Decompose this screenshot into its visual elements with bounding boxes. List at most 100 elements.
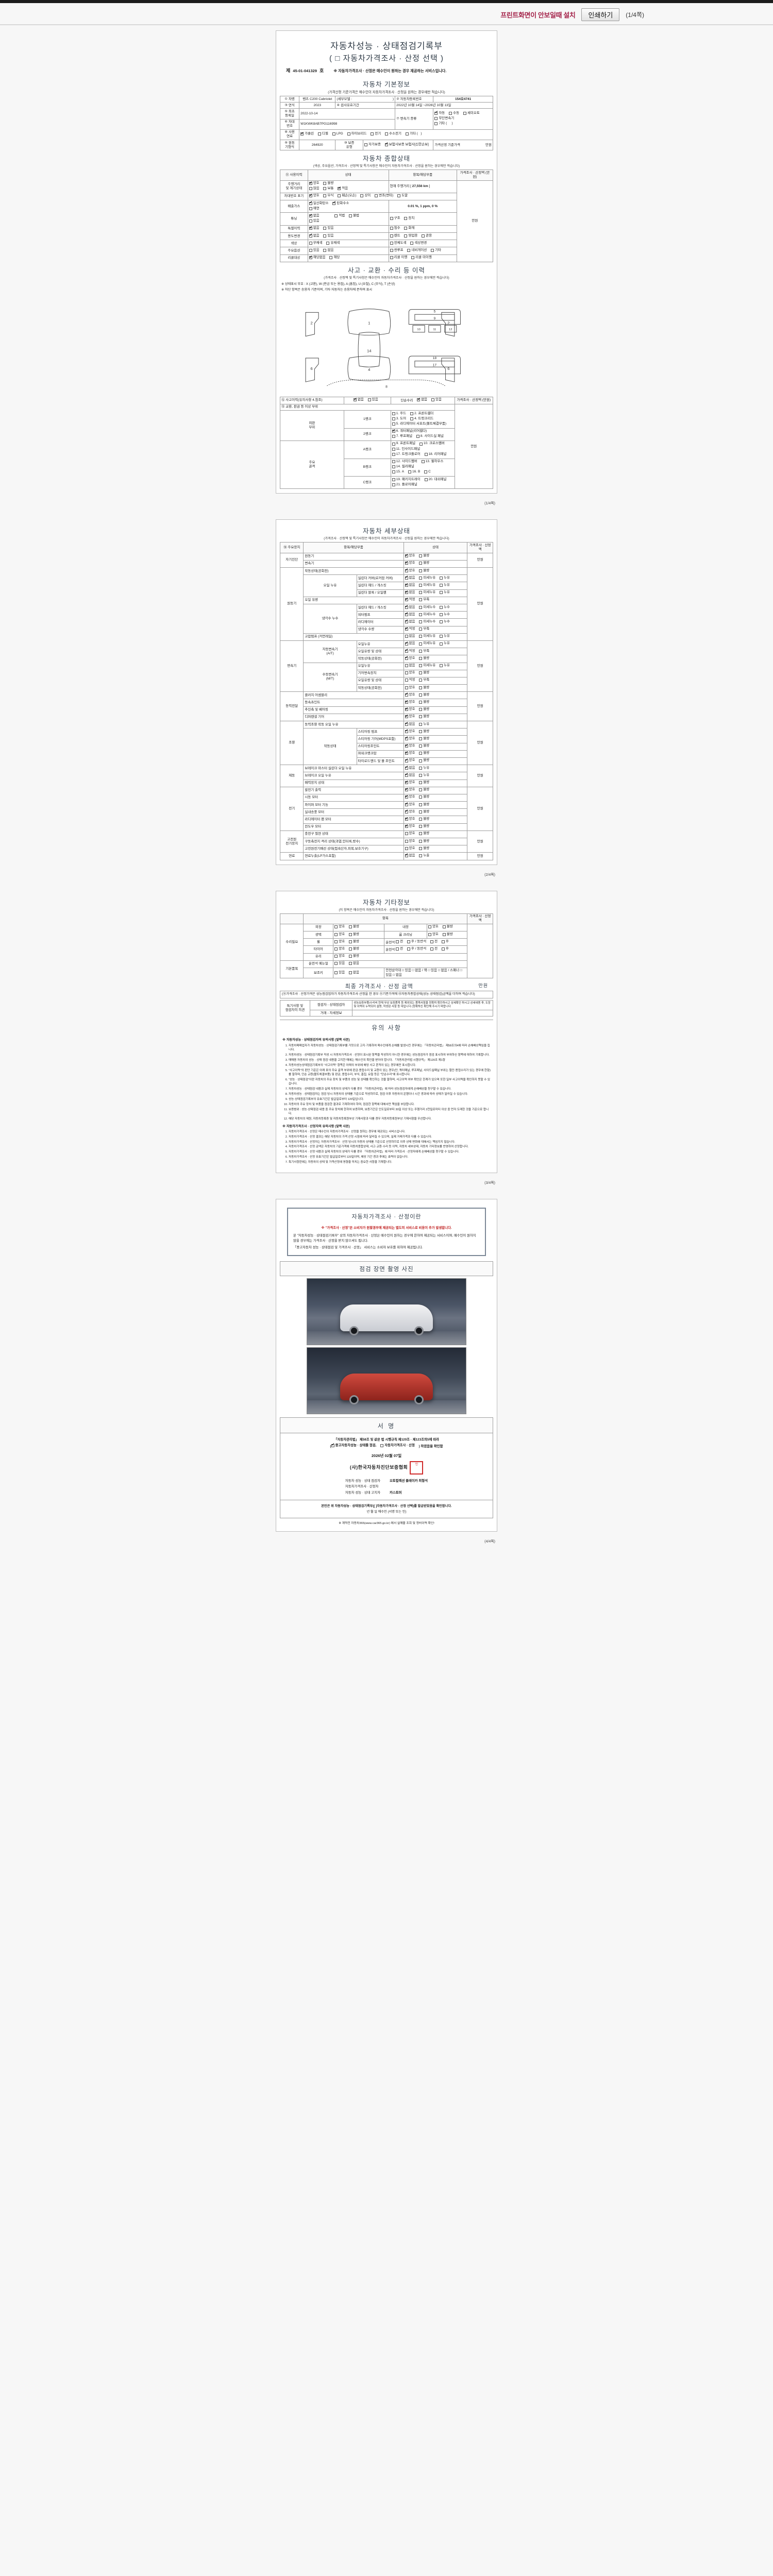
cb-propshaft-good[interactable]: 양호 (405, 707, 415, 711)
cb-cylhead-leak[interactable]: 누유 (440, 583, 450, 587)
cb-cylcover-leak[interactable]: 누유 (440, 576, 450, 580)
cb-transmission-other[interactable]: 기타 ( ) (434, 122, 453, 126)
cb-powercrank-bad[interactable]: 불량 (419, 751, 429, 755)
cb-wheel-pa-front[interactable]: 전 (430, 940, 438, 944)
cb-vin-altered[interactable]: 변조(변타) (375, 194, 393, 198)
cb-cylblock-none[interactable]: 없음 (405, 590, 415, 595)
cb-tierod-bad[interactable]: 불량 (419, 758, 429, 762)
cb-fuel-electric[interactable]: 전기 (371, 132, 381, 136)
cb-room-bad[interactable]: 불량 (442, 933, 453, 937)
cb-at-leak-none[interactable]: 없음 (405, 641, 415, 646)
cb-coolanthead-minor[interactable]: 미세누수 (419, 605, 435, 609)
cb-special-none[interactable]: 없음 (309, 226, 320, 230)
cb-hvbattery-good[interactable]: 양호 (405, 839, 415, 843)
cb-booster-bad[interactable]: 불량 (419, 781, 429, 785)
cb-wheel-pa-rear[interactable]: 후 (441, 940, 449, 944)
cb-part-floorpanel[interactable]: 21. 플로어패널 (392, 483, 417, 487)
cb-at-leak-minor[interactable]: 미세누유 (419, 641, 435, 646)
cb-part-pillar-c[interactable]: C (424, 470, 431, 474)
cb-recall-yes[interactable]: 해당 (329, 256, 340, 260)
cb-color-achromatic[interactable]: 무채색 (309, 241, 323, 245)
cb-oilqty-low[interactable]: 부족 (419, 598, 429, 602)
cb-waterpump-leak[interactable]: 누수 (440, 613, 450, 617)
cb-mt-leak-minor[interactable]: 미세누유 (419, 664, 435, 668)
cb-starter-bad[interactable]: 불량 (419, 795, 429, 799)
cb-part-crossmember[interactable]: 10. 크로스멤버 (419, 442, 445, 446)
cb-part-frontpanel[interactable]: 9. 프론트패널 (392, 442, 415, 446)
cb-accident-yes[interactable]: 있음 (367, 398, 378, 402)
cb-part-rearpanel[interactable]: 18. 리어패널 (424, 452, 446, 456)
cb-coolantqty-low[interactable]: 부족 (419, 627, 429, 631)
cb-brakemaster-leak[interactable]: 누유 (419, 766, 429, 770)
cb-radiator-none[interactable]: 없음 (405, 619, 415, 624)
cb-sd-engine-good[interactable]: 양호 (405, 553, 415, 558)
cb-brakeoil-none[interactable]: 없음 (405, 772, 415, 777)
cb-blower-good[interactable]: 양호 (405, 809, 415, 814)
cb-part-radiatorsupport[interactable]: 5. 라디에이터 서포트(볼트체결부품) (392, 422, 446, 426)
cb-fuel-diesel[interactable]: 디젤 (317, 132, 328, 136)
cb-wiper-good[interactable]: 양호 (405, 802, 415, 807)
cb-tuning-device[interactable]: 장치 (404, 216, 414, 221)
cb-fuel-other[interactable]: 기타 ( ) (405, 132, 422, 136)
cb-vin-damage[interactable]: 훼손(오손) (338, 194, 357, 198)
cb-mileage-good[interactable]: 양호 (309, 181, 320, 185)
cb-at-qty-ok[interactable]: 적정 (405, 648, 415, 653)
cb-cylcover-minor[interactable]: 미세누유 (419, 576, 435, 580)
cb-mt-gear-bad[interactable]: 불량 (419, 671, 429, 675)
cb-glass-bad[interactable]: 불량 (349, 954, 359, 958)
cb-waterpump-minor[interactable]: 미세누수 (419, 613, 435, 617)
cb-warranty-self[interactable]: 자가보증 (364, 143, 381, 147)
cb-cvjoint-bad[interactable]: 불량 (419, 700, 429, 704)
cb-tire-good[interactable]: 양호 (334, 947, 345, 951)
cb-color-chromatic[interactable]: 유채색 (326, 241, 340, 245)
cb-cylblock-leak[interactable]: 누유 (440, 590, 450, 595)
cb-tire-pa-front[interactable]: 전 (430, 947, 438, 951)
cb-cylcover-none[interactable]: 없음 (405, 575, 415, 580)
cb-tuning-yes[interactable]: 있음 (309, 219, 320, 223)
cb-alternator-good[interactable]: 양호 (405, 787, 415, 792)
cb-mileage-bad[interactable]: 불량 (323, 181, 333, 185)
cb-cylhead-minor[interactable]: 미세누유 (419, 583, 435, 587)
cb-sign-performance[interactable]: 중고자동차성능 · 상태를 점검, (331, 1443, 376, 1449)
cb-fuelleak-none[interactable]: 없음 (405, 853, 415, 858)
cb-wheel-dr-rear[interactable]: 후 / 동반석 (407, 940, 426, 944)
cb-emission-co[interactable]: 일산화탄소 (309, 200, 329, 206)
cb-part-trunklid[interactable]: 4. 트렁크리드 (410, 417, 433, 421)
cb-part-frontfender[interactable]: 2. 프론트휀더 (410, 412, 433, 416)
cb-sign-pricesurvey[interactable]: 자동차가격조사 · 산정 (380, 1443, 415, 1449)
cb-use-government[interactable]: 관용 (422, 234, 432, 238)
cb-tire-bad[interactable]: 불량 (349, 947, 359, 951)
cb-fuel-hybrid[interactable]: 하이브리드 (347, 132, 366, 136)
cb-tuning-legal[interactable]: 적법 (334, 214, 345, 218)
cb-recall-na[interactable]: 해당없음 (309, 255, 326, 260)
cb-sparekey-yes[interactable]: 있음 (334, 971, 345, 975)
cb-mileage-many[interactable]: 많음 (309, 187, 320, 191)
cb-sparekey-no[interactable]: 없음 (349, 971, 359, 975)
cb-part-sidesill[interactable]: 8. 사이드실 패널 (416, 434, 444, 438)
cb-coolanthead-leak[interactable]: 누수 (440, 605, 450, 609)
cb-waterpump-none[interactable]: 없음 (405, 612, 415, 617)
cb-vin-corrosion[interactable]: 부식 (323, 194, 333, 198)
cb-steerjoint-good[interactable]: 양호 (405, 743, 415, 748)
cb-part-insidepanel[interactable]: 11. 인사이드패널 (392, 447, 420, 451)
cb-tierod-good[interactable]: 양호 (405, 758, 415, 762)
cb-part-pillar-a[interactable]: 15. A (392, 470, 404, 474)
cb-mt-op-good[interactable]: 양호 (405, 686, 415, 690)
cb-part-sidemember[interactable]: 12. 사이드멤버 (392, 460, 417, 464)
cb-recall-notdone[interactable]: 리콜 미이행 (411, 256, 432, 260)
cb-simple-yes[interactable]: 있음 (431, 398, 442, 402)
print-button[interactable]: 인쇄하기 (581, 8, 620, 21)
cb-mt-qty-ok[interactable]: 적정 (405, 678, 415, 682)
cb-tire-pa-rear[interactable]: 후 (441, 947, 449, 951)
cb-radiator-minor[interactable]: 미세누수 (419, 620, 435, 624)
cb-hvwiring-bad[interactable]: 불량 (419, 846, 429, 851)
cb-window-bad[interactable]: 불량 (419, 824, 429, 828)
cb-recall-done[interactable]: 리콜 이행 (390, 256, 407, 260)
cb-transmission-cvt[interactable]: 무단변속기 (434, 116, 454, 121)
cb-fuel-gasoline[interactable]: 가솔린 (300, 131, 314, 136)
cb-part-trunkfloor[interactable]: 17. 트렁크플로어 (392, 452, 421, 456)
cb-opt-sunroof[interactable]: 썬루프 (390, 248, 404, 252)
cb-radfan-good[interactable]: 양호 (405, 817, 415, 821)
cb-warranty-insurance[interactable]: 보험사보증 보험사[신한손보] (384, 142, 429, 147)
cb-emission-hc[interactable]: 탄화수소 (332, 200, 349, 206)
